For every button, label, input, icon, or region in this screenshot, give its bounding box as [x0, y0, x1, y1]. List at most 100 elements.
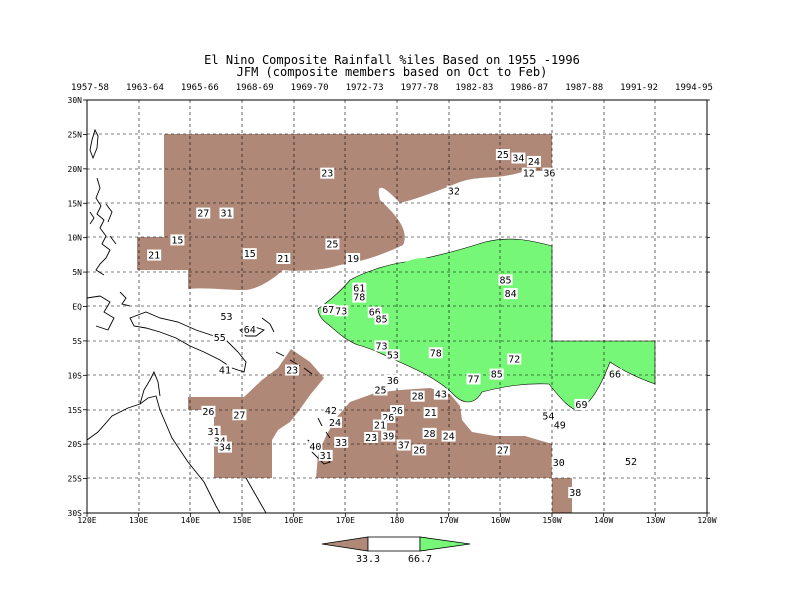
station-value-bg [507, 353, 522, 365]
station-value-bg [521, 167, 536, 179]
station-value: 69 [575, 400, 587, 411]
philippines-coast [95, 177, 111, 276]
lat-tick-label: 30N [68, 96, 83, 105]
station-value-bg [334, 305, 349, 317]
station-value: 26 [391, 406, 403, 417]
taiwan-coast [89, 128, 99, 160]
station-value-bg [503, 288, 518, 300]
station-value: 33 [335, 438, 347, 449]
station-value: 77 [467, 374, 479, 385]
station-value: 25 [326, 240, 338, 251]
station-value-bg [242, 323, 257, 335]
station-value-bg [441, 430, 456, 442]
legend-neutral-swatch [367, 536, 421, 552]
station-value-bg [552, 419, 567, 431]
wet-region-north-finger [405, 257, 435, 270]
station-value: 53 [220, 312, 232, 323]
station-value-bg [325, 238, 340, 250]
station-value-bg [423, 407, 438, 419]
station-value-bg [352, 282, 367, 294]
station-value-bg [285, 364, 300, 376]
composite-year-label: 1969-70 [291, 83, 329, 93]
composite-year-label: 1986-87 [510, 83, 548, 93]
station-value: 12 [523, 169, 535, 180]
lon-tick-label: 130W [646, 516, 665, 525]
station-value-bg [196, 207, 211, 219]
lat-tick-label: EQ [72, 303, 82, 312]
composite-year-label: 1994-95 [675, 83, 713, 93]
station-value-bg [217, 441, 232, 453]
lat-tick-label: 20S [68, 440, 83, 449]
station-value-bg [381, 430, 396, 442]
lat-tick-label: 10N [68, 234, 83, 243]
station-value-bg [321, 303, 336, 315]
station-value: 85 [375, 315, 387, 326]
station-value-bg [346, 253, 361, 265]
station-value-bg [242, 248, 257, 260]
station-value: 21 [425, 408, 437, 419]
station-value: 28 [424, 429, 436, 440]
station-value-bg [410, 390, 425, 402]
lon-tick-label: 170E [336, 516, 355, 525]
lon-tick-label: 160E [284, 516, 303, 525]
lat-tick-label: 25S [68, 475, 83, 484]
station-value: 36 [387, 376, 399, 387]
station-value: 26 [202, 407, 214, 418]
station-value: 15 [244, 249, 256, 260]
station-value-bg [374, 313, 389, 325]
station-value-bg [276, 253, 291, 265]
station-value: 21 [148, 251, 160, 262]
station-value: 42 [325, 406, 337, 417]
composite-year-label: 1957-58 [71, 83, 109, 93]
station-value: 85 [491, 370, 503, 381]
station-value: 24 [443, 432, 455, 443]
station-value: 78 [353, 293, 365, 304]
station-value-bg [542, 167, 557, 179]
lat-tick-label: 15N [68, 199, 83, 208]
station-value-bg [511, 152, 526, 164]
lat-tick-label: 20N [68, 165, 83, 174]
station-value: 52 [625, 457, 637, 468]
station-value-bg [170, 234, 185, 246]
station-value-bg [206, 425, 221, 437]
lon-tick-label: 150W [542, 516, 561, 525]
lon-tick-label: 140W [594, 516, 613, 525]
lat-tick-label: 15S [68, 406, 83, 415]
station-value: 78 [430, 348, 442, 359]
lon-tick-label: 120W [697, 516, 716, 525]
station-value-bg [466, 373, 481, 385]
station-value-bg [574, 398, 589, 410]
station-value: 19 [347, 254, 359, 265]
dry-region-northwest [137, 134, 552, 290]
station-value-bg [495, 149, 510, 161]
station-value: 23 [321, 169, 333, 180]
station-value-bg [328, 416, 342, 428]
wet-region-central-pacific [317, 238, 656, 411]
station-value-bg [568, 487, 583, 499]
lat-tick-label: 5N [72, 268, 82, 277]
station-value: 37 [398, 441, 410, 452]
station-value-bg [498, 274, 513, 286]
station-value: 31 [208, 427, 220, 438]
station-value: 31 [220, 209, 232, 220]
station-value: 25 [497, 150, 509, 161]
station-value-bg [422, 427, 437, 439]
station-value: 15 [171, 235, 183, 246]
station-value-bg [201, 405, 216, 417]
station-value-bg [624, 456, 639, 468]
legend-high-label: 66.7 [408, 554, 432, 565]
station-value-bg [396, 439, 411, 451]
station-value: 73 [335, 306, 347, 317]
station-value: 32 [448, 187, 460, 198]
lat-tick-label: 25N [68, 130, 83, 139]
station-value-bg [334, 436, 349, 448]
station-value-bg [320, 167, 335, 179]
lon-tick-label: 120E [77, 516, 96, 525]
station-value: 23 [365, 433, 377, 444]
station-value: 27 [233, 410, 245, 421]
composite-years-row: 1957-58 1963-64 1965-66 1968-69 1969-70 1972-… [71, 83, 713, 93]
composite-year-label: 1977-78 [400, 83, 438, 93]
station-value: 66 [609, 370, 621, 381]
station-value-bg [372, 419, 387, 431]
